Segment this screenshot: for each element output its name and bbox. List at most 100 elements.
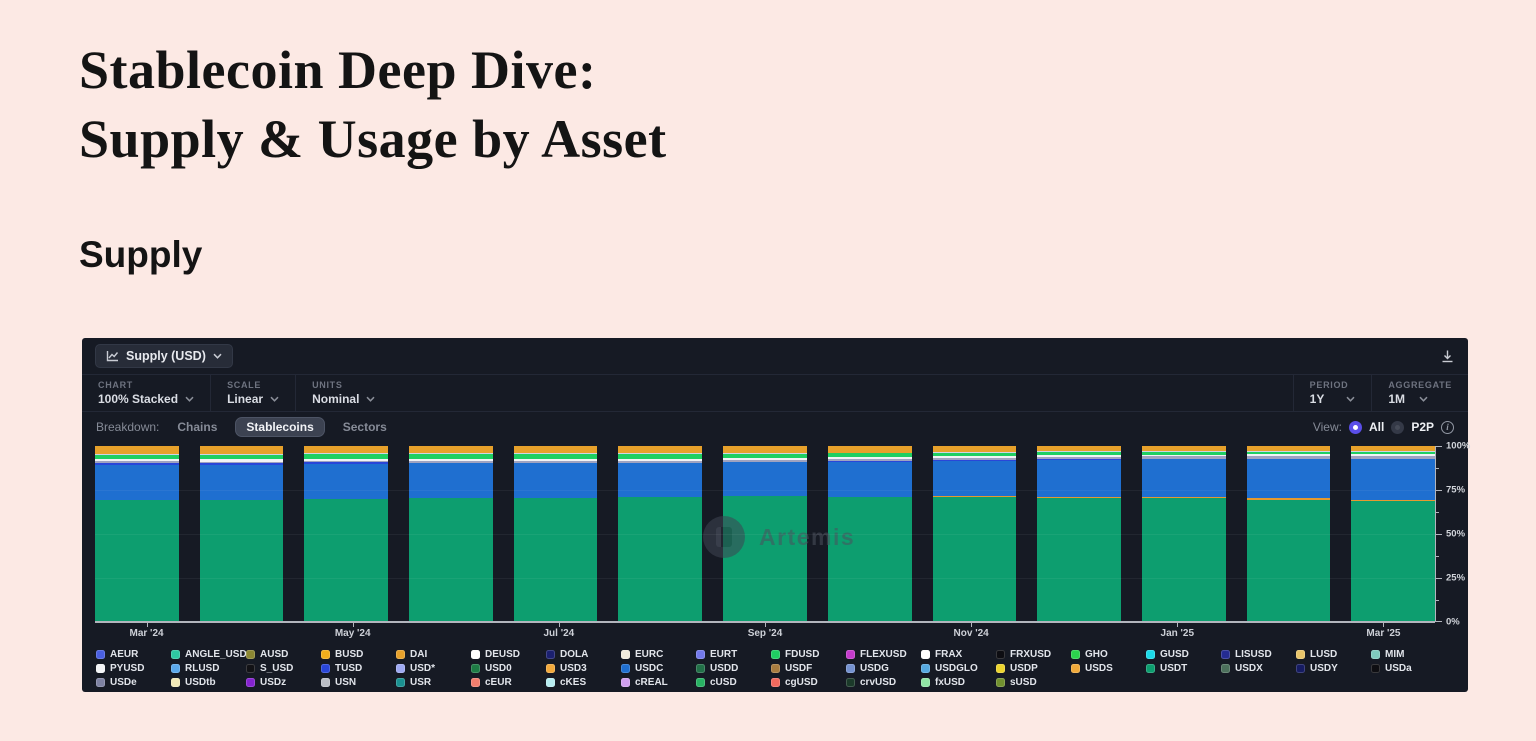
legend-item-eurc[interactable]: EURC (621, 647, 696, 661)
legend-item-usn[interactable]: USN (321, 675, 396, 689)
legend-item-frax[interactable]: FRAX (921, 647, 996, 661)
stacked-bar-oct24[interactable] (827, 446, 912, 622)
stacked-bar-dec24[interactable] (1037, 446, 1121, 622)
x-tick-label: Mar '25 (1366, 628, 1401, 639)
stacked-bar-nov24[interactable] (932, 446, 1017, 622)
legend-item-usr[interactable]: USR (396, 675, 471, 689)
stacked-bar-may24[interactable] (304, 446, 389, 622)
legend-item-fxusd[interactable]: fxUSD (921, 675, 996, 689)
legend-label: S_USD (260, 662, 294, 674)
legend-item-usdy[interactable]: USDY (1296, 661, 1371, 675)
view-radio-all[interactable] (1348, 420, 1362, 434)
y-tick (1435, 446, 1442, 447)
control-period-label: PERIOD (1309, 380, 1349, 390)
legend-item-usdx[interactable]: USDX (1221, 661, 1296, 675)
legend-item-ausd[interactable]: AUSD (246, 647, 321, 661)
legend-item-usdtb[interactable]: USDtb (171, 675, 246, 689)
bar-segment-usdt (618, 497, 703, 622)
legend-label: USDe (110, 676, 137, 688)
x-axis-labels: Mar '24 May '24 Jul '24 Sep '24 Nov '24 Jan '… (95, 628, 1435, 642)
stacked-bar-jul24[interactable] (513, 446, 598, 622)
x-tick-label: Jul '24 (543, 628, 575, 639)
bar-segment-pyusd (1037, 455, 1121, 457)
stacked-bar-sep24[interactable] (723, 446, 807, 622)
legend-item-creal[interactable]: cREAL (621, 675, 696, 689)
legend-swatch (846, 677, 855, 687)
view-option-p2p-label[interactable]: P2P (1411, 420, 1434, 434)
legend-swatch (246, 677, 255, 687)
legend-item-lusd[interactable]: LUSD (1296, 647, 1371, 661)
legend-item-busd[interactable]: BUSD (321, 647, 396, 661)
bar-segment-tusd (723, 461, 807, 463)
legend-item-usdz[interactable]: USDz (246, 675, 321, 689)
legend-item-ceur[interactable]: cEUR (471, 675, 546, 689)
scale-dropdown[interactable]: Linear (227, 392, 279, 406)
legend-item-usdc[interactable]: USDC (621, 661, 696, 675)
legend-item-usds[interactable]: USDS (1071, 661, 1146, 675)
legend-item-dai[interactable]: DAI (396, 647, 471, 661)
legend-item-susd[interactable]: S_USD (246, 661, 321, 675)
legend-item-susd[interactable]: sUSD (996, 675, 1071, 689)
bar-segment-usdt (1037, 497, 1121, 622)
legend-label: USDF (785, 662, 813, 674)
legend-item-usdd[interactable]: USDD (696, 661, 771, 675)
stacked-bar-jan25[interactable] (1141, 446, 1226, 622)
legend-item-aeur[interactable]: AEUR (96, 647, 171, 661)
legend-item-eurt[interactable]: EURT (696, 647, 771, 661)
stacked-bar-apr24[interactable] (199, 446, 284, 622)
legend-item-dola[interactable]: DOLA (546, 647, 621, 661)
aggregate-dropdown[interactable]: 1M (1388, 392, 1452, 406)
legend-item-tusd[interactable]: TUSD (321, 661, 396, 675)
view-radio-p2p[interactable] (1391, 420, 1405, 434)
legend-item-usd[interactable]: USD* (396, 661, 471, 675)
legend-item-mim[interactable]: MIM (1371, 647, 1446, 661)
stacked-bar-feb25[interactable] (1246, 446, 1331, 622)
stacked-bar-mar25[interactable] (1351, 446, 1435, 622)
legend-item-fdusd[interactable]: FDUSD (771, 647, 846, 661)
legend-item-ckes[interactable]: cKES (546, 675, 621, 689)
stacked-bar-mar24[interactable] (95, 446, 179, 622)
download-button[interactable] (1440, 349, 1455, 364)
legend-item-usdf[interactable]: USDF (771, 661, 846, 675)
breakdown-option-sectors[interactable]: Sectors (342, 420, 387, 434)
period-dropdown[interactable]: 1Y (1310, 392, 1356, 406)
legend-item-cusd[interactable]: cUSD (696, 675, 771, 689)
legend-item-usdglo[interactable]: USDGLO (921, 661, 996, 675)
legend-item-usd3[interactable]: USD3 (546, 661, 621, 675)
bar-segment-usde (95, 461, 179, 463)
legend-item-usd0[interactable]: USD0 (471, 661, 546, 675)
panel-header: Supply (USD) (82, 338, 1468, 374)
legend-item-cgusd[interactable]: cgUSD (771, 675, 846, 689)
chart-panel: Supply (USD) CHART 100% Stacked SCALE (82, 338, 1470, 692)
units-dropdown[interactable]: Nominal (312, 392, 375, 406)
legend-item-gusd[interactable]: GUSD (1146, 647, 1221, 661)
legend-item-angleusd[interactable]: ANGLE_USD (171, 647, 247, 661)
legend-item-rlusd[interactable]: RLUSD (171, 661, 246, 675)
bar-segment-tusd (304, 462, 389, 464)
legend-item-usdt[interactable]: USDT (1146, 661, 1221, 675)
breakdown-option-chains[interactable]: Chains (177, 420, 218, 434)
legend-item-pyusd[interactable]: PYUSD (96, 661, 171, 675)
legend-swatch (396, 649, 405, 659)
legend-item-deusd[interactable]: DEUSD (471, 647, 546, 661)
legend-item-usdg[interactable]: USDG (846, 661, 921, 675)
metric-selector-dropdown[interactable]: Supply (USD) (95, 344, 233, 368)
legend-swatch (546, 677, 555, 687)
stacked-bar-jun24[interactable] (409, 446, 493, 622)
legend-item-usda[interactable]: USDa (1371, 661, 1446, 675)
legend-item-crvusd[interactable]: crvUSD (846, 675, 921, 689)
info-icon[interactable]: i (1441, 420, 1454, 434)
x-tick (146, 623, 148, 627)
legend-item-lisusd[interactable]: LISUSD (1221, 647, 1296, 661)
legend-label: USDS (1085, 662, 1113, 674)
view-option-all-label[interactable]: All (1368, 420, 1385, 434)
legend-item-flexusd[interactable]: FLEXUSD (846, 647, 921, 661)
legend-item-usde[interactable]: USDe (96, 675, 171, 689)
chart-type-dropdown[interactable]: 100% Stacked (98, 392, 194, 406)
stacked-bar-aug24[interactable] (618, 446, 703, 622)
legend-item-frxusd[interactable]: FRXUSD (996, 647, 1071, 661)
control-units-label: UNITS (312, 380, 343, 390)
legend-item-usdp[interactable]: USDP (996, 661, 1071, 675)
breakdown-option-stablecoins[interactable]: Stablecoins (235, 417, 325, 437)
legend-item-gho[interactable]: GHO (1071, 647, 1146, 661)
